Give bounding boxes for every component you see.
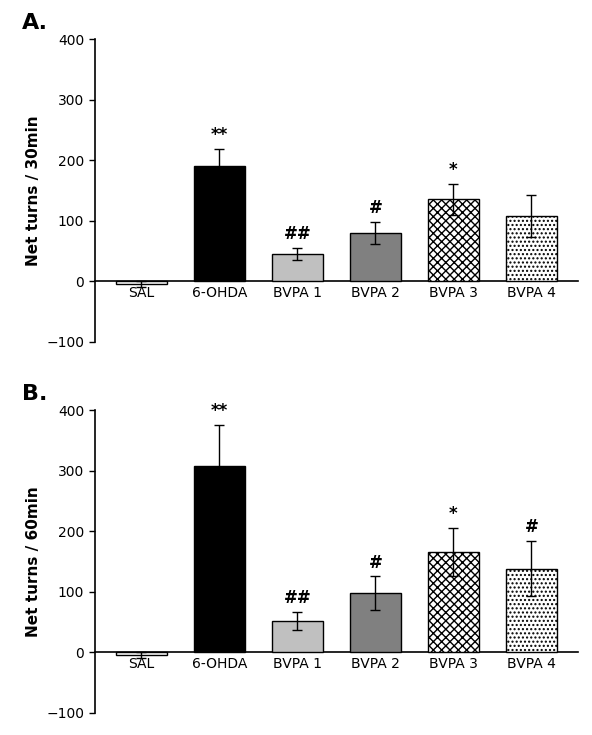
- Y-axis label: Net turns / 30min: Net turns / 30min: [25, 115, 41, 265]
- Text: A.: A.: [22, 13, 48, 33]
- Bar: [194, 166, 245, 281]
- Text: **: **: [211, 402, 228, 420]
- Bar: [350, 233, 401, 281]
- Bar: [272, 620, 323, 652]
- Text: #: #: [525, 518, 538, 537]
- Text: *: *: [449, 162, 458, 179]
- Bar: [506, 569, 556, 652]
- Text: #: #: [368, 553, 382, 572]
- Bar: [116, 652, 167, 655]
- Bar: [350, 593, 401, 652]
- Bar: [428, 552, 479, 652]
- Text: ##: ##: [284, 225, 311, 243]
- Bar: [506, 216, 556, 281]
- Bar: [194, 466, 245, 652]
- Bar: [428, 199, 479, 281]
- Text: ##: ##: [284, 589, 311, 606]
- Bar: [272, 254, 323, 281]
- Bar: [116, 281, 167, 284]
- Text: **: **: [211, 126, 228, 144]
- Text: B.: B.: [22, 384, 47, 404]
- Y-axis label: Net turns / 60min: Net turns / 60min: [25, 486, 41, 637]
- Text: *: *: [449, 505, 458, 523]
- Text: #: #: [368, 199, 382, 217]
